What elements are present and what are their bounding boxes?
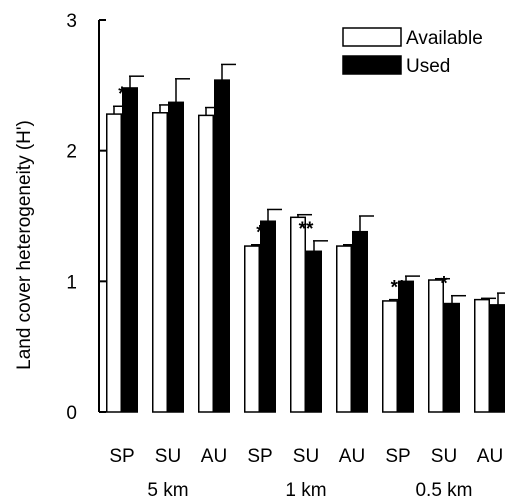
y-tick-label: 0 bbox=[66, 403, 77, 424]
available-bar bbox=[428, 279, 444, 413]
x-group-label: 1 km bbox=[285, 480, 326, 501]
legend-label-used: Used bbox=[406, 56, 450, 77]
used-bar bbox=[398, 280, 414, 413]
x-category-label: SU bbox=[293, 446, 319, 467]
available-bar bbox=[244, 245, 260, 413]
y-tick-label: 2 bbox=[66, 142, 77, 163]
significance-label: * bbox=[256, 223, 264, 244]
used-bar bbox=[306, 250, 322, 413]
y-axis-title: Land cover heterogeneity (H') bbox=[14, 120, 35, 370]
legend-swatch-available bbox=[342, 27, 402, 47]
x-category-label: AU bbox=[201, 446, 227, 467]
y-tick-label: 1 bbox=[66, 272, 77, 293]
available-bar bbox=[198, 114, 214, 413]
used-bar bbox=[490, 304, 505, 413]
significance-label: ** bbox=[299, 219, 314, 240]
used-bar bbox=[260, 220, 276, 413]
used-bar bbox=[214, 79, 230, 413]
used-bar bbox=[168, 101, 184, 413]
available-bar bbox=[106, 113, 122, 413]
x-category-label: SU bbox=[155, 446, 181, 467]
x-category-label: SP bbox=[247, 446, 272, 467]
used-bar bbox=[444, 302, 460, 413]
available-bar bbox=[382, 300, 398, 413]
x-category-label: SU bbox=[431, 446, 457, 467]
x-category-label: AU bbox=[477, 446, 503, 467]
available-bar bbox=[290, 216, 306, 413]
legend-label-available: Available bbox=[406, 28, 483, 49]
available-bar bbox=[152, 112, 168, 413]
used-bar bbox=[122, 87, 138, 413]
x-category-label: AU bbox=[339, 446, 365, 467]
labels-layer: 0 1 2 3 * SP SU AU * SP ** SU AU ** SP * SU AU 5 km 1 km 0.5… bbox=[66, 11, 503, 501]
y-tick-label: 3 bbox=[66, 11, 77, 32]
x-category-label: SP bbox=[109, 446, 134, 467]
available-bar bbox=[474, 298, 490, 413]
significance-label: ** bbox=[391, 278, 406, 299]
legend-swatch-used bbox=[342, 55, 402, 75]
legend: Available Used bbox=[342, 27, 483, 77]
x-group-label: 5 km bbox=[147, 480, 188, 501]
significance-label: * bbox=[440, 274, 448, 295]
bars-layer bbox=[106, 63, 505, 413]
significance-label: * bbox=[118, 84, 126, 105]
used-bar bbox=[352, 230, 368, 413]
x-group-label: 0.5 km bbox=[415, 480, 472, 501]
available-bar bbox=[336, 245, 352, 413]
x-category-label: SP bbox=[385, 446, 410, 467]
